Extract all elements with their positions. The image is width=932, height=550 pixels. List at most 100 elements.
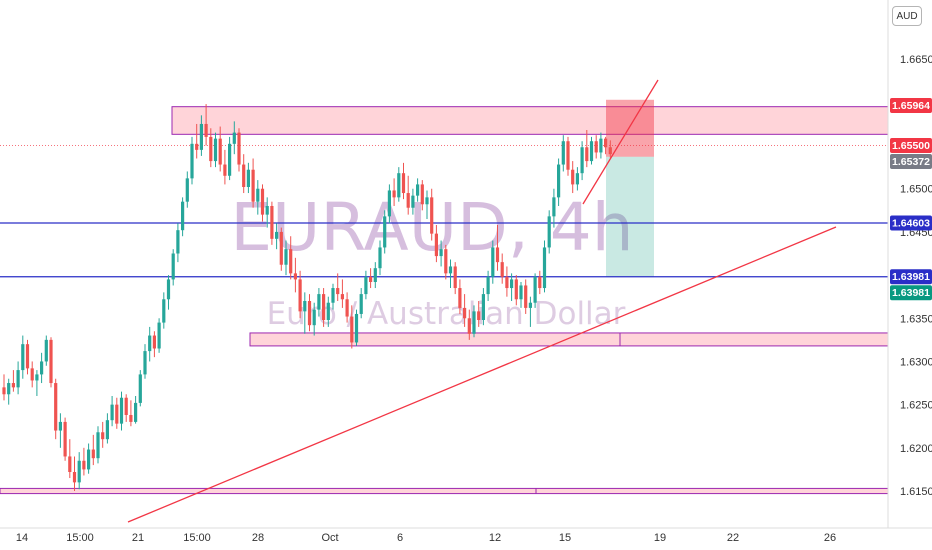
position-stop-zone[interactable] [606,99,654,157]
candle-body [246,169,250,187]
candle [430,188,434,241]
candle [401,162,406,200]
candle [383,210,387,254]
candle [181,197,185,237]
candle-body [35,374,39,381]
candle [2,374,6,401]
candle [354,309,359,346]
candle [246,162,250,194]
candle [472,305,476,338]
candle [312,302,316,336]
candle [129,400,133,427]
candle [68,439,72,479]
candle-body [566,141,570,170]
candle [72,456,77,491]
time-axis[interactable]: 14 15:00 21 15:00 28 Oct 6 12 15 19 22 26 [0,527,932,544]
candle-body [411,195,415,208]
candle [538,270,542,295]
candle-body [458,288,462,308]
candle [411,188,415,215]
candle [260,184,265,222]
candle-body [495,247,500,263]
candle [105,413,109,444]
candle [91,434,95,466]
candle [213,132,218,168]
candle-body [331,288,335,303]
candle [439,240,443,267]
candle [265,197,269,228]
candle [63,417,67,461]
short-term-trendline [582,79,659,205]
time-tick-label: 28 [252,532,264,544]
candle [237,128,241,172]
position-target-zone[interactable] [606,156,654,277]
candle-body [213,138,218,162]
candle-body [77,460,81,483]
candle-body [44,339,48,362]
candle-body [359,294,363,314]
candle [307,294,312,332]
candle-body [190,143,194,179]
candle-body [481,294,485,320]
candle [589,136,594,165]
candle [298,270,302,319]
candle [21,335,25,379]
trendlines-layer [127,79,837,523]
candle-body [134,402,138,422]
candle [119,391,124,431]
time-tick-label: 12 [489,532,501,544]
candle [392,178,396,206]
levels-layer [0,222,888,278]
candle [275,223,279,250]
candle-body [87,449,91,470]
candle [40,352,44,384]
candle [594,135,598,159]
candle [542,240,547,293]
short-position-layer[interactable] [0,99,888,277]
candle-body [524,285,528,308]
candle [138,370,142,407]
candle [336,273,340,301]
candle [453,262,457,295]
candle [350,305,354,349]
candle-body [514,279,518,300]
candle-body [397,173,401,198]
candle [552,188,556,228]
candle [463,294,467,327]
candle [228,136,232,181]
candle-body [369,276,373,282]
candle [303,292,307,334]
candle-body [110,404,114,421]
candle-body [354,313,359,343]
candle-body [82,460,86,470]
candle [331,283,335,310]
candle-body [232,132,236,144]
price-tick-label: 1.62000 [900,443,932,455]
price-badge-label: 1.65372 [892,156,930,168]
candle [547,210,551,254]
candle-body [406,193,410,208]
candle [171,249,175,286]
candle [204,104,208,146]
time-tick-label: 21 [132,532,144,544]
candle [444,244,448,280]
candle-body [40,361,44,375]
candle-body [383,216,387,248]
candle-body [275,231,279,239]
candle-body [312,309,316,326]
zone-support [249,332,893,347]
price-badge: 1.65964 [890,97,932,113]
candle-body [589,141,594,162]
candle-body [166,279,171,300]
candle-body [138,374,142,403]
candle [87,443,91,474]
currency-label[interactable]: AUD [892,6,922,26]
candle-body [326,302,330,320]
candle-body [345,299,349,317]
candle [289,236,293,280]
candle-body [105,420,109,440]
price-badge: 1.63981 [890,285,932,301]
candle [378,240,382,276]
candle [585,130,589,168]
